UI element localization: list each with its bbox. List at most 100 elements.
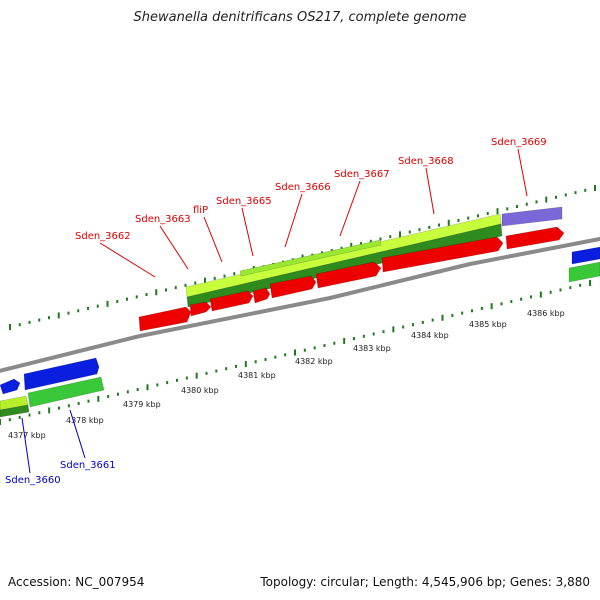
gene-band-dark [186, 223, 503, 308]
upper-tick [457, 218, 460, 222]
upper-tick [564, 193, 567, 197]
lower-tick [294, 349, 296, 356]
lower-tick [362, 334, 365, 338]
upper-tick [594, 185, 596, 191]
leader-line [21, 417, 31, 474]
lower-tick [412, 323, 414, 327]
lower-tick [382, 330, 385, 334]
lower-tick [500, 302, 503, 306]
lower-tick [461, 311, 464, 315]
lower-tick [0, 419, 1, 425]
lower-tick [559, 288, 562, 292]
upper-tick [379, 237, 382, 241]
upper-tick [48, 316, 50, 320]
lower-tick [117, 392, 119, 396]
lower-tick [18, 415, 21, 419]
upper-tick [116, 300, 119, 304]
lower-tick [471, 309, 473, 313]
upper-tick [233, 272, 236, 276]
lower-tick [166, 381, 169, 385]
gene-label: Sden_3662 [75, 231, 131, 242]
upper-tick [106, 300, 109, 307]
lower-tick [589, 280, 591, 286]
upper-tick [360, 242, 362, 246]
leader-line [425, 167, 435, 215]
cds-3665 [252, 287, 271, 304]
upper-tick [438, 223, 440, 227]
lower-tick [97, 395, 100, 402]
lower-tick [146, 384, 149, 391]
upper-tick [535, 200, 538, 204]
kbp-labels: 4377 kbp 4378 kbp 4379 kbp 4380 kbp 4381 kbp… [8, 309, 565, 440]
upper-tick [584, 188, 587, 192]
lower-tick [58, 406, 60, 410]
cds-3662 [138, 306, 192, 332]
gene-label: Sden_3661 [60, 460, 116, 471]
lower-tick [136, 388, 139, 392]
upper-tick [57, 312, 60, 319]
gene-label: fliP [193, 205, 208, 216]
genome-summary-text: Topology: circular; Length: 4,545,906 bp… [260, 575, 590, 589]
kbp-label: 4382 kbp [295, 357, 333, 366]
lower-tick [539, 291, 542, 298]
leader-line [203, 216, 223, 263]
upper-tick [38, 318, 41, 322]
kbp-label: 4383 kbp [353, 344, 391, 353]
kbp-label: 4385 kbp [469, 320, 507, 329]
lower-tick [451, 313, 454, 317]
lower-tick [549, 290, 552, 294]
lower-tick [353, 337, 355, 341]
upper-tick [350, 242, 353, 249]
upper-tick [525, 202, 528, 206]
lower-tick [244, 361, 247, 368]
lower-tick [303, 348, 306, 352]
upper-tick [184, 283, 187, 287]
lower-tick [274, 355, 277, 359]
cds-3668 [381, 236, 504, 273]
lower-tick [67, 404, 70, 408]
upper-tick [174, 286, 177, 290]
kbp-label: 4380 kbp [181, 386, 219, 395]
cds-3660 [0, 378, 21, 395]
gene-label: Sden_3665 [216, 196, 272, 207]
upper-tick [155, 289, 158, 296]
cds-3666 [269, 275, 317, 299]
lower-tick [313, 346, 316, 350]
rna-feature [501, 206, 563, 227]
upper-tick [9, 324, 11, 330]
cds-flip [209, 290, 254, 312]
accession-text: Accession: NC_007954 [8, 575, 145, 589]
upper-tick [18, 323, 21, 327]
cds-right-reverse [571, 246, 600, 265]
lower-tick [490, 303, 493, 310]
leader-line [241, 207, 254, 257]
gene-label: Sden_3667 [334, 169, 390, 180]
upper-tick [418, 228, 421, 232]
upper-tick [165, 288, 167, 292]
gene-band-highlight [239, 239, 382, 277]
upper-tick [67, 311, 70, 315]
upper-tick [28, 320, 31, 324]
upper-tick [496, 208, 499, 215]
lower-tick [284, 353, 287, 357]
gene-3661 [27, 376, 105, 408]
upper-tick [77, 309, 80, 313]
upper-tick [506, 207, 509, 211]
cds-3669 [505, 226, 565, 250]
kbp-label: 4381 kbp [238, 371, 276, 380]
lower-tick [195, 372, 198, 379]
upper-tick [389, 235, 392, 239]
leader-line [284, 193, 303, 248]
leader-line [159, 225, 189, 270]
upper-tick [555, 195, 557, 199]
kbp-label: 4379 kbp [123, 400, 161, 409]
upper-tick [369, 239, 372, 243]
leader-line [517, 148, 528, 197]
lower-tick [28, 413, 31, 417]
lower-tick [392, 326, 395, 333]
leader-line [339, 180, 361, 237]
lower-tick [254, 360, 257, 364]
leader-line [69, 409, 86, 459]
lower-tick [48, 407, 51, 414]
